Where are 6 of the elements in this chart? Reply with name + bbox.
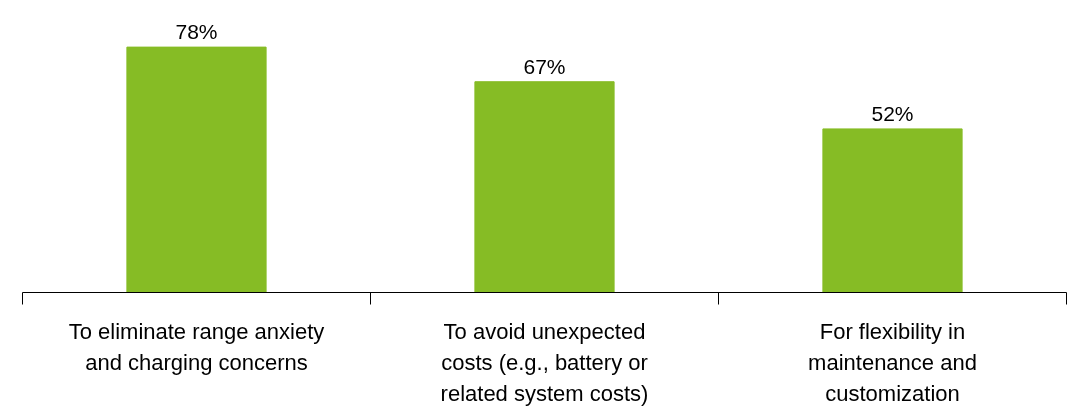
x-tick-label: To eliminate range anxiety and charging concerns: [68, 318, 325, 375]
data-label: 52%: [871, 101, 914, 125]
data-label: 78%: [175, 20, 218, 44]
x-tick-label: To avoid unexpected costs (e.g., battery or related system costs): [440, 318, 649, 406]
data-label: 67%: [523, 54, 566, 78]
x-tick-label: For flexibility in maintenance and customization: [808, 318, 977, 406]
